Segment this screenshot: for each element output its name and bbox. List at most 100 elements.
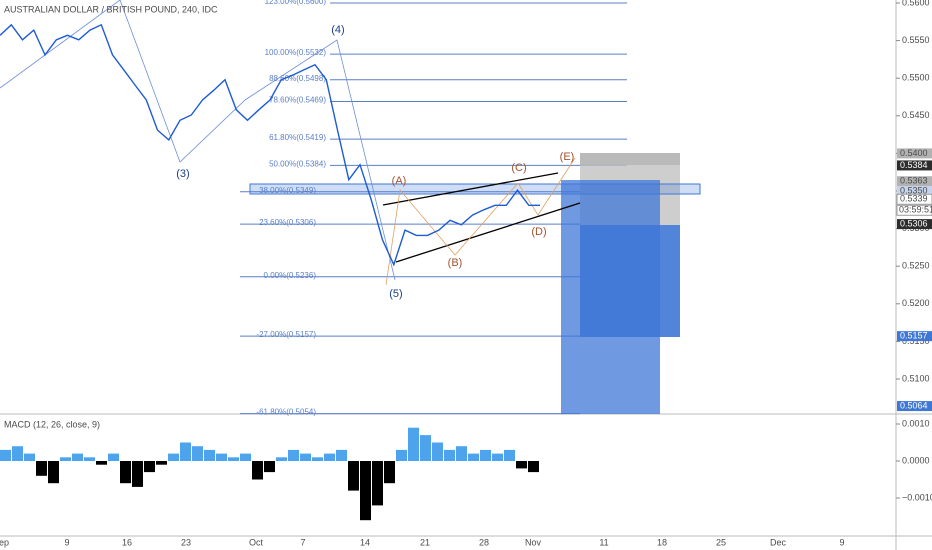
fib-label: 100.00%(0.5532) (265, 48, 327, 57)
price-tag (897, 401, 932, 412)
date-label: 25 (716, 537, 726, 547)
macd-tick-label: 0.0000 (902, 455, 930, 465)
symbol-title: AUSTRALIAN DOLLAR / BRITISH POUND, 240, … (4, 4, 218, 14)
macd-bar (396, 449, 407, 461)
zone-highlight (249, 183, 701, 195)
macd-bar (144, 461, 155, 473)
macd-bar (528, 461, 539, 473)
macd-bar (408, 427, 419, 461)
wave-label: (5) (389, 288, 402, 300)
price-tag-label: 0.5384 (900, 160, 928, 170)
macd-bar (324, 453, 335, 461)
macd-bar (420, 435, 431, 461)
date-label: ep (0, 537, 9, 547)
price-tag-label: 0.5363 (900, 176, 928, 186)
macd-bar (168, 453, 179, 461)
date-label: Nov (525, 537, 542, 547)
date-label: 18 (657, 537, 667, 547)
macd-bar (360, 461, 371, 521)
wave-label: (3) (176, 168, 189, 180)
price-tick-label: 0.5550 (902, 35, 930, 45)
price-tag-label: 0.5064 (900, 400, 928, 410)
price-tick-label: 0.5200 (902, 298, 930, 308)
countdown-box (896, 204, 932, 216)
macd-bar (180, 442, 191, 461)
date-label: 14 (360, 537, 370, 547)
macd-bar (432, 442, 443, 461)
price-line (0, 23, 540, 267)
macd-bar (288, 449, 299, 461)
macd-bar (192, 446, 203, 461)
fib-label: 0.00%(0.5236) (264, 271, 317, 280)
wave-label: (E) (560, 151, 575, 163)
wave-label: (B) (448, 257, 463, 269)
elliott-wave-lines (0, 0, 396, 281)
macd-bar (72, 453, 83, 461)
macd-bar (300, 453, 311, 461)
price-tag (897, 160, 932, 171)
wave-label: (D) (531, 226, 546, 238)
wedge-top (382, 172, 559, 206)
macd-label: MACD (12, 26, close, 9) (4, 419, 100, 429)
macd-bar (504, 449, 515, 461)
macd-bar (468, 453, 479, 461)
date-label: 21 (420, 537, 430, 547)
macd-bar (204, 449, 215, 461)
macd-bar (276, 457, 287, 461)
fib-label: 88.60%(0.5498) (269, 74, 326, 83)
price-tag (897, 186, 932, 196)
macd-tick-label: 0.0010 (902, 418, 930, 428)
macd-bar (480, 449, 491, 461)
fib-label: 38.00%(0.5349) (259, 186, 316, 195)
fib-label: 123.00%(0.5600) (265, 0, 327, 6)
macd-bar (336, 449, 347, 461)
price-tag (897, 148, 932, 159)
price-tag-label: 0.5350 (900, 185, 928, 195)
macd-bar (444, 449, 455, 461)
macd-bar (84, 457, 95, 461)
macd-bar (60, 457, 71, 461)
macd-bar (516, 461, 527, 469)
macd-bar (156, 461, 167, 465)
macd-bar (252, 461, 263, 480)
price-tick-label: 0.5500 (902, 73, 930, 83)
macd-bar (120, 461, 131, 484)
macd-bar (228, 457, 239, 461)
date-label: Dec (770, 537, 787, 547)
macd-bar (240, 453, 251, 461)
macd-bar (264, 461, 275, 473)
price-tick-label: 0.5450 (902, 110, 930, 120)
price-tick-label: 0.5600 (902, 0, 930, 7)
macd-bar (372, 461, 383, 506)
price-tick-label: 0.5250 (902, 261, 930, 271)
macd-bar (0, 449, 11, 461)
macd-bar (24, 453, 35, 461)
macd-bar (456, 446, 467, 461)
target-zone-2 (561, 180, 660, 414)
macd-bar (132, 461, 143, 487)
price-tick-label: 0.5100 (902, 373, 930, 383)
date-label: Oct (249, 537, 264, 547)
fib-label: 23.60%(0.5306) (259, 218, 316, 227)
price-tag-label: 0.5157 (900, 331, 928, 341)
macd-tick-label: −0.0010 (902, 492, 932, 502)
macd-bar (12, 446, 23, 461)
wave-label: (A) (392, 175, 407, 187)
macd-bar (492, 453, 503, 461)
fib-label: 50.00%(0.5384) (269, 160, 326, 169)
macd-bar (36, 461, 47, 476)
wedge-bottom (395, 202, 581, 263)
date-label: 9 (64, 537, 69, 547)
macd-bar (96, 461, 107, 465)
macd-bar (216, 453, 227, 461)
price-tag (896, 193, 932, 205)
date-label: 23 (181, 537, 191, 547)
macd-bar (312, 457, 323, 461)
abcde-lines (385, 157, 576, 286)
price-tag (897, 176, 932, 187)
price-tag-label: 0.5400 (900, 148, 928, 158)
countdown: 03:59:51 (899, 205, 932, 215)
price-tag-label: 0.5306 (900, 218, 928, 228)
wave-label: (C) (511, 162, 526, 174)
